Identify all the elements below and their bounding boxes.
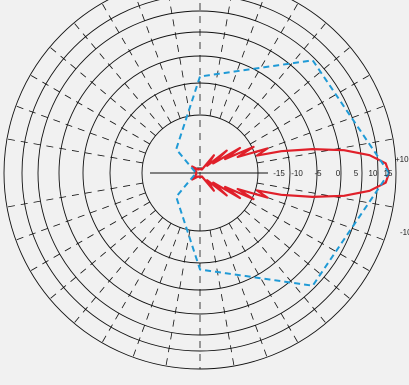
tick-label: -5 [314, 169, 322, 178]
grid-spoke [236, 217, 327, 324]
tick-label: -15 [273, 169, 285, 178]
grid-spoke [15, 192, 146, 241]
grid-spokes [6, 0, 394, 369]
grid-spoke [30, 201, 150, 272]
tick-labels: -15 -10 -5 0 5 10 15 [273, 169, 393, 178]
grid-spoke [219, 0, 264, 119]
side-labels: +10 -10 [395, 155, 409, 237]
grid-spoke [49, 46, 156, 137]
grid-spoke [257, 138, 394, 164]
grid-spoke [236, 22, 327, 129]
grid-spoke [209, 230, 235, 367]
grid-spoke [6, 182, 143, 208]
grid-spoke [6, 138, 143, 164]
series-layer [175, 59, 391, 287]
grid-spoke [73, 217, 164, 324]
grid-spoke [257, 182, 394, 208]
grid-spoke [219, 227, 268, 358]
tick-label: -10 [291, 169, 303, 178]
grid-spoke [15, 105, 146, 154]
series-line-1 [191, 145, 391, 201]
grid-spoke [254, 105, 385, 154]
series-line-2 [175, 59, 390, 287]
side-label: -10 [400, 228, 409, 237]
tick-label: 10 [369, 169, 378, 178]
grid-spoke [49, 209, 156, 300]
grid-spoke [101, 223, 172, 343]
tick-label: 0 [336, 169, 341, 178]
grid-spoke [228, 3, 299, 123]
grid-ring-6 [21, 0, 379, 352]
grid-spoke [228, 223, 299, 343]
grid-spoke [250, 201, 370, 272]
tick-label: 5 [354, 169, 359, 178]
grid-spoke [101, 3, 172, 123]
grid-spoke [244, 46, 351, 137]
grid-spoke [136, 0, 181, 119]
tick-label: 15 [384, 169, 393, 178]
grid-spoke [209, 0, 231, 116]
grid-spoke [73, 22, 164, 129]
grid-spoke [165, 230, 191, 367]
grid-spoke [254, 192, 385, 241]
grid-spoke [250, 74, 370, 145]
grid-spoke [169, 0, 191, 116]
grid-spoke [30, 74, 150, 145]
side-label: +10 [395, 155, 409, 164]
axis-lines [150, 167, 268, 174]
grid-spoke [244, 209, 351, 300]
grid-spoke [132, 227, 181, 358]
